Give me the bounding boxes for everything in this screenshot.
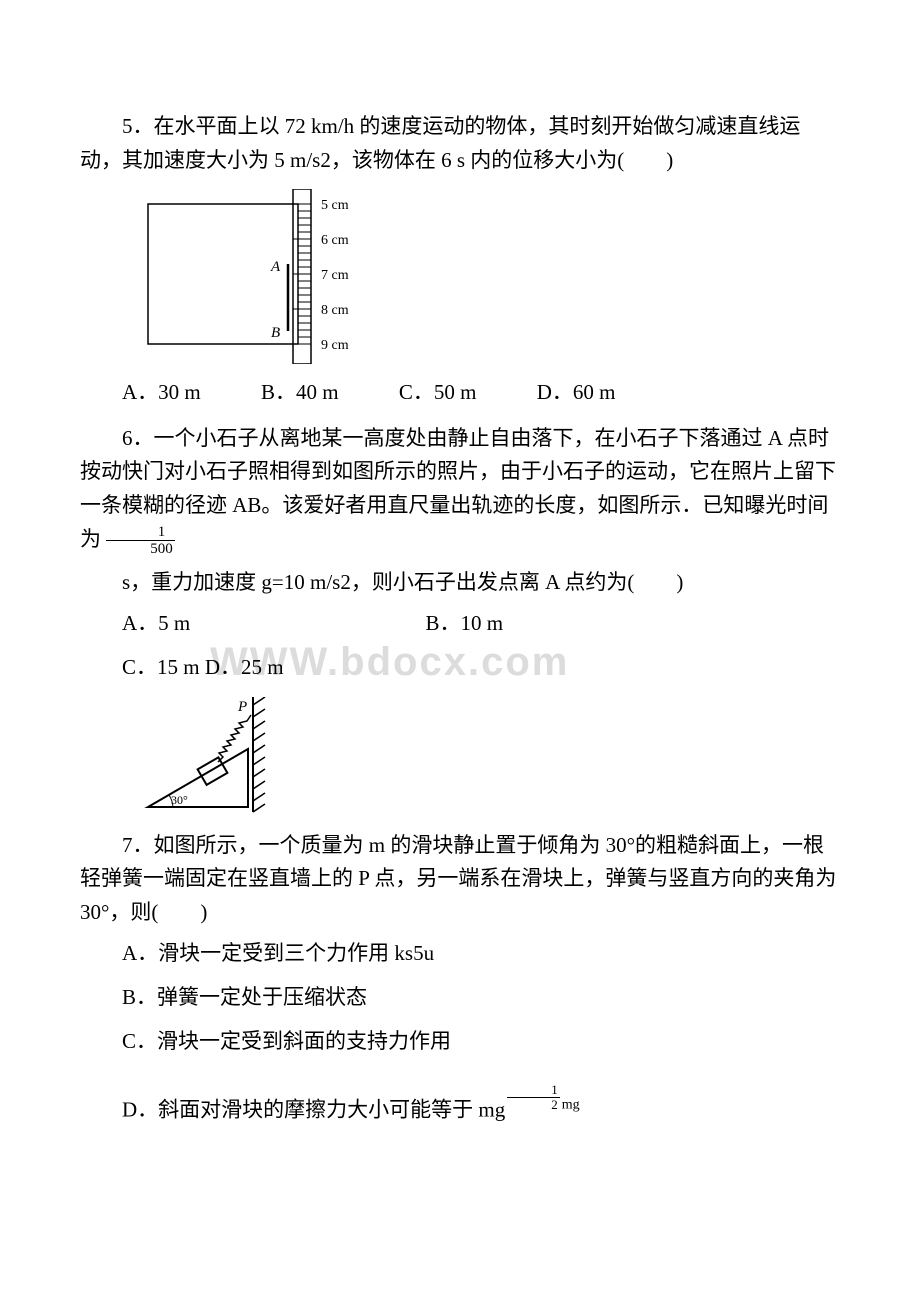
q6-frac-den: 500 — [106, 541, 175, 558]
q5-opt-b: B．40 m — [261, 380, 339, 404]
q5-tick-8: 8 cm — [321, 303, 349, 318]
q5-options: A．30 m B．40 m C．50 m D．60 m — [80, 376, 840, 410]
page-content: 5．在水平面上以 72 km/h 的速度运动的物体，其时刻开始做匀减速直线运动，… — [80, 110, 840, 1127]
q5-tick-7: 7 cm — [321, 268, 349, 283]
q7-opt-c: C．滑块一定受到斜面的支持力作用 — [80, 1025, 840, 1059]
q6-text-part2: s，重力加速度 g=10 m/s2，则小石子出发点离 A 点约为( ) — [80, 566, 840, 600]
q7-text: 7．如图所示，一个质量为 m 的滑块静止置于倾角为 30°的粗糙斜面上，一根轻弹… — [80, 829, 840, 930]
q5-figure: A B 5 cm 6 cm 7 cm 8 cm 9 cm — [143, 189, 840, 364]
q7-opt-d: D．斜面对滑块的摩擦力大小可能等于 mg12mg — [80, 1083, 840, 1127]
q5-opt-d: D．60 m — [537, 380, 616, 404]
q7-opt-a: A．滑块一定受到三个力作用 ks5u — [80, 937, 840, 971]
q5-fig-label-b: B — [271, 325, 280, 341]
q6-opt-a: A．5 m — [122, 611, 190, 635]
q7-opt-b: B．弹簧一定处于压缩状态 — [80, 981, 840, 1015]
q5-text: 5．在水平面上以 72 km/h 的速度运动的物体，其时刻开始做匀减速直线运动，… — [80, 110, 840, 177]
q7-d-fraction: 12 — [507, 1083, 560, 1111]
q5-tick-9: 9 cm — [321, 338, 349, 353]
q7-figure: P 30° — [143, 697, 840, 817]
q5-fig-label-a: A — [270, 259, 281, 275]
q7-fig-label-p: P — [237, 699, 247, 715]
q5-tick-5: 5 cm — [321, 198, 349, 213]
q6-opt-b: B．10 m — [426, 611, 504, 635]
q7-d-frac-num: 1 — [507, 1083, 560, 1098]
q5-opt-a: A．30 m — [122, 380, 201, 404]
q6-options-line1: A．5 m B．10 m — [80, 607, 840, 641]
q5-tick-6: 6 cm — [321, 233, 349, 248]
q5-opt-c: C．50 m — [399, 380, 477, 404]
q6-t1: 6．一个小石子从离地某一高度处由静止自由落下，在小石子下落通过 A 点时按动快门… — [80, 426, 836, 551]
q7-d-prefix: D．斜面对滑块的摩擦力大小可能等于 mg — [122, 1098, 505, 1122]
q7-d-frac-den: 2 — [507, 1098, 560, 1112]
q7-d-suffix: mg — [562, 1098, 580, 1113]
q6-options-line2: C．15 m D．25 m — [80, 651, 840, 685]
q6-frac-num: 1 — [106, 524, 175, 542]
q6-exposure-fraction: 1 500 — [106, 524, 175, 558]
q6-text-part1: 6．一个小石子从离地某一高度处由静止自由落下，在小石子下落通过 A 点时按动快门… — [80, 422, 840, 558]
q7-fig-angle: 30° — [171, 793, 188, 807]
